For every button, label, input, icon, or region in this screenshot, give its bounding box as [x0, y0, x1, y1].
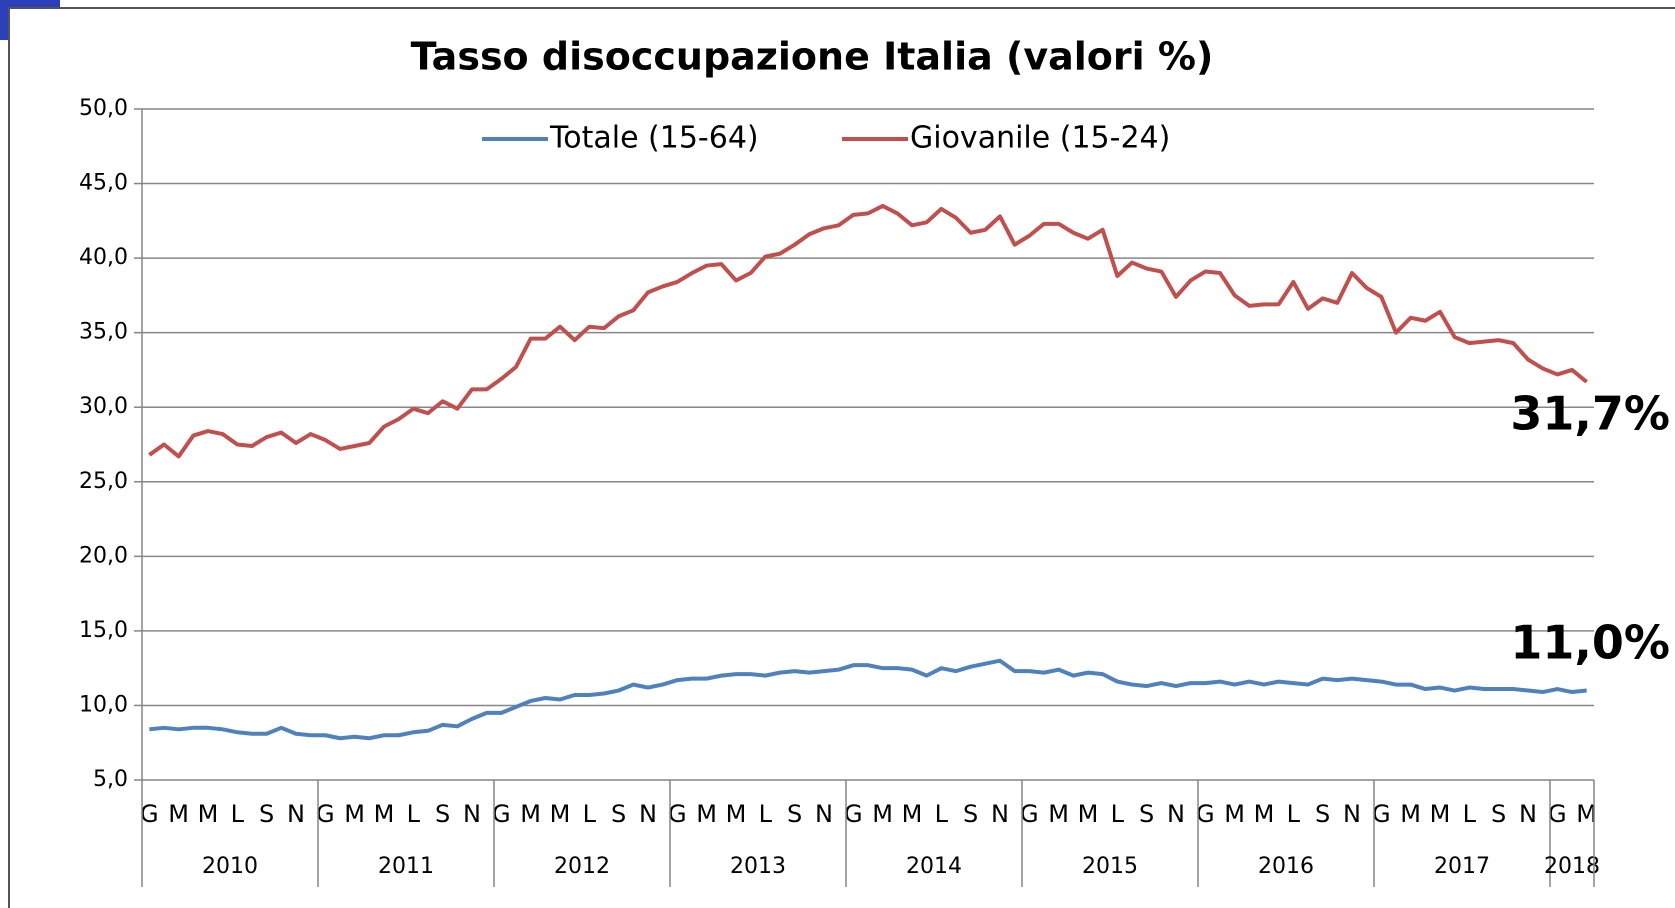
x-tick-label: L — [1463, 800, 1477, 828]
series-line — [148, 203, 1588, 459]
legend-label: Totale (15-64) — [549, 121, 759, 156]
x-tick-label: L — [935, 800, 949, 828]
x-tick-label: G — [1548, 800, 1567, 828]
annotation: 11,0% — [1510, 616, 1670, 670]
x-tick-label: M — [902, 800, 923, 828]
group-label: 2010 — [202, 854, 258, 879]
group-label: 2016 — [1258, 854, 1314, 879]
group-label: 2015 — [1082, 854, 1138, 879]
x-tick-label: N — [1167, 800, 1185, 828]
chart-title: Tasso disoccupazione Italia (valori %) — [411, 35, 1214, 79]
x-tick-label: M — [520, 800, 541, 828]
y-tick-label: 15,0 — [79, 618, 128, 643]
group-label: 2017 — [1434, 854, 1490, 879]
x-tick-label: M — [168, 800, 189, 828]
x-tick-label: N — [287, 800, 305, 828]
x-tick-label: L — [583, 800, 597, 828]
x-tick-label: M — [550, 800, 571, 828]
x-tick-label: M — [1078, 800, 1099, 828]
x-tick-label: M — [1430, 800, 1451, 828]
x-tick-label: S — [1315, 800, 1330, 828]
group-label: 2012 — [554, 854, 610, 879]
x-tick-label: S — [611, 800, 626, 828]
x-tick-label: M — [1224, 800, 1245, 828]
group-label: 2013 — [730, 854, 786, 879]
x-tick-label: L — [231, 800, 245, 828]
x-tick-label: M — [1576, 800, 1597, 828]
x-tick-label: G — [1372, 800, 1391, 828]
x-tick-label: G — [844, 800, 863, 828]
frame — [8, 7, 1675, 908]
x-tick-label: L — [1287, 800, 1301, 828]
x-tick-label: G — [1196, 800, 1215, 828]
x-tick-label: N — [991, 800, 1009, 828]
x-tick-label: N — [1519, 800, 1537, 828]
x-tick-label: G — [316, 800, 335, 828]
y-tick-label: 20,0 — [79, 543, 128, 568]
x-tick-label: S — [435, 800, 450, 828]
x-tick-label: M — [872, 800, 893, 828]
x-tick-label: S — [787, 800, 802, 828]
x-tick-label: M — [374, 800, 395, 828]
group-label: 2014 — [906, 854, 962, 879]
x-tick-label: N — [639, 800, 657, 828]
y-tick-label: 5,0 — [93, 767, 128, 792]
x-tick-label: L — [1111, 800, 1125, 828]
corner-decoration — [0, 0, 60, 8]
x-tick-label: G — [1020, 800, 1039, 828]
x-tick-label: M — [726, 800, 747, 828]
y-tick-label: 25,0 — [79, 469, 128, 494]
y-tick-label: 35,0 — [79, 320, 128, 345]
y-tick-label: 50,0 — [79, 96, 128, 121]
x-tick-label: M — [696, 800, 717, 828]
x-tick-label: S — [1491, 800, 1506, 828]
x-tick-label: N — [1343, 800, 1361, 828]
series-line — [149, 658, 1587, 741]
group-label: 2011 — [378, 854, 434, 879]
x-tick-label: S — [963, 800, 978, 828]
x-tick-label: M — [1048, 800, 1069, 828]
x-tick-label: M — [344, 800, 365, 828]
x-tick-label: M — [198, 800, 219, 828]
x-tick-label: N — [815, 800, 833, 828]
x-tick-label: G — [140, 800, 159, 828]
x-tick-label: L — [407, 800, 421, 828]
x-tick-label: S — [1139, 800, 1154, 828]
legend-label: Giovanile (15-24) — [910, 121, 1170, 156]
x-tick-label: N — [463, 800, 481, 828]
group-label: 2018 — [1544, 854, 1600, 879]
x-tick-label: L — [759, 800, 773, 828]
corner-decoration — [0, 0, 8, 40]
y-tick-label: 30,0 — [79, 394, 128, 419]
y-tick-label: 45,0 — [79, 171, 128, 196]
x-tick-label: G — [492, 800, 511, 828]
x-tick-label: M — [1400, 800, 1421, 828]
y-tick-label: 10,0 — [79, 692, 128, 717]
y-tick-label: 40,0 — [79, 245, 128, 270]
annotation: 31,7% — [1510, 387, 1670, 441]
x-tick-label: M — [1254, 800, 1275, 828]
x-tick-label: S — [259, 800, 274, 828]
x-tick-label: G — [668, 800, 687, 828]
